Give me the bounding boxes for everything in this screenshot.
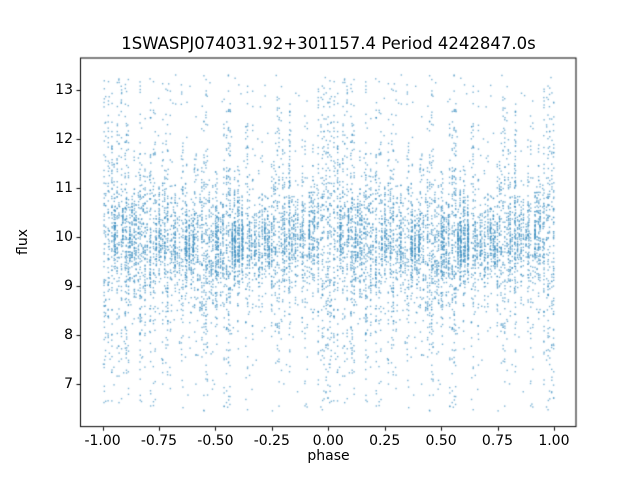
x-tick-label: 1.00 [538,433,570,449]
x-tick-label: 0.50 [425,433,457,449]
y-axis-label: flux [15,229,31,255]
chart-title: 1SWASPJ074031.92+301157.4 Period 4242847… [121,34,536,53]
y-tick-label: 12 [55,131,73,148]
y-tick-label: 11 [55,180,73,197]
x-tick-label: -0.25 [253,433,290,449]
x-tick-label: 0.75 [481,433,514,449]
y-tick-label: 7 [64,375,73,392]
x-tick-label: -1.00 [84,433,121,449]
x-axis-label: phase [307,448,350,464]
y-tick-label: 13 [55,82,73,99]
x-tick-label: -0.75 [140,433,178,449]
y-tick-label: 8 [64,326,73,343]
x-tick-label: 0.25 [369,433,401,449]
x-tick-label: 0.00 [312,433,344,449]
y-tick-label: 10 [55,229,73,246]
y-tick-label: 9 [64,277,73,294]
x-tick-label: -0.50 [197,433,234,449]
